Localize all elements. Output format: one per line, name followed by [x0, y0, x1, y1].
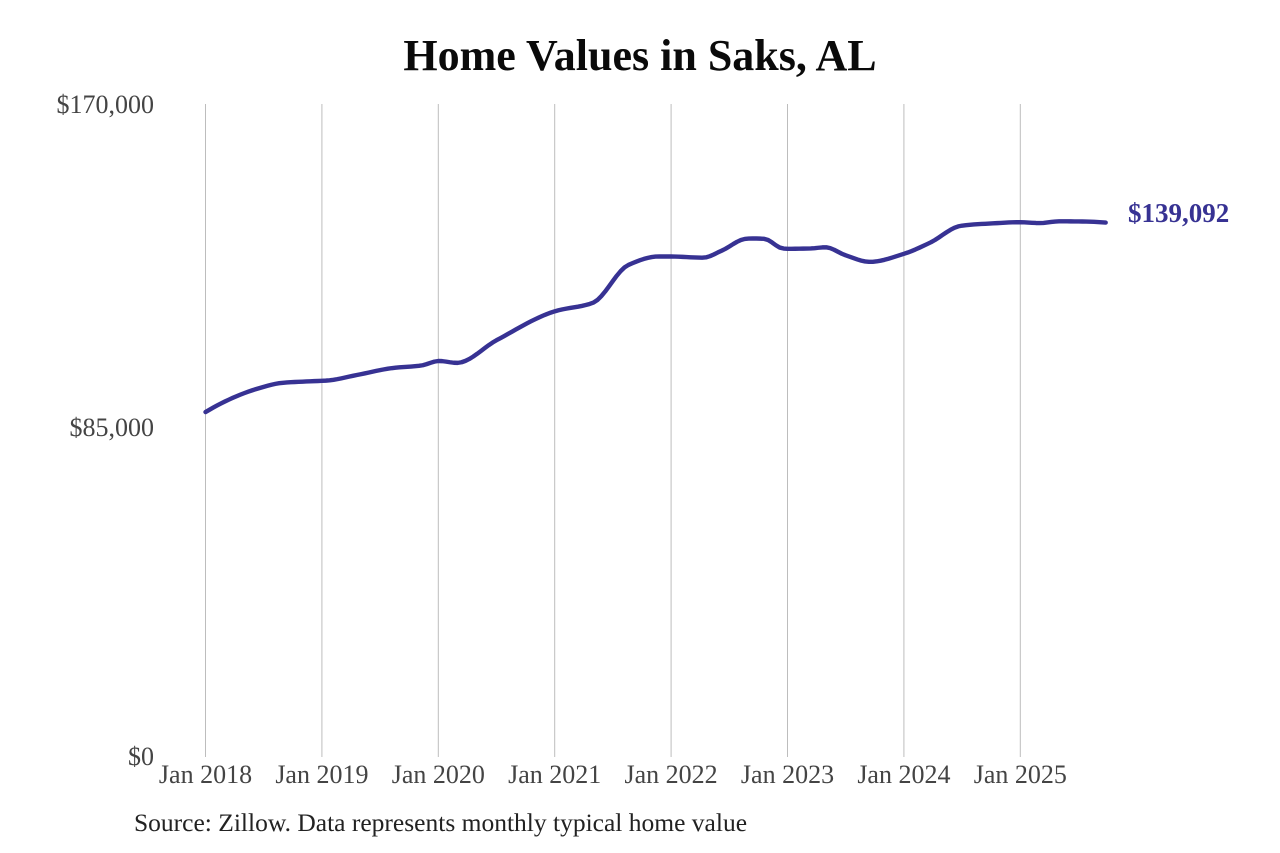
svg-text:Jan 2021: Jan 2021 — [508, 760, 601, 789]
svg-text:Jan 2025: Jan 2025 — [974, 760, 1067, 789]
svg-text:Jan 2023: Jan 2023 — [741, 760, 834, 789]
svg-text:Jan 2020: Jan 2020 — [392, 760, 485, 789]
svg-text:$0: $0 — [128, 742, 154, 771]
svg-text:Jan 2022: Jan 2022 — [625, 760, 718, 789]
svg-text:Jan 2018: Jan 2018 — [159, 760, 252, 789]
svg-text:$170,000: $170,000 — [57, 90, 155, 119]
svg-text:Jan 2024: Jan 2024 — [857, 760, 950, 789]
svg-text:$139,092: $139,092 — [1128, 198, 1229, 228]
svg-text:Jan 2019: Jan 2019 — [275, 760, 368, 789]
svg-text:$85,000: $85,000 — [70, 413, 155, 442]
